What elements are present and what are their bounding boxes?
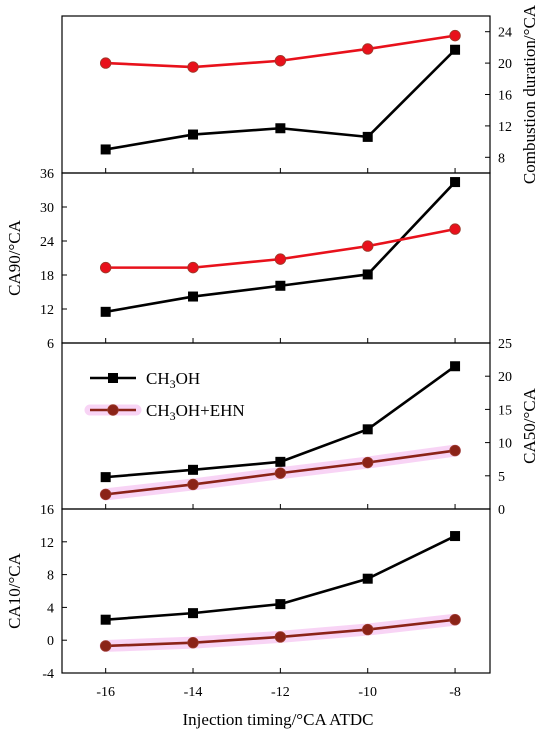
y-axis-title: CA50/°CA <box>520 387 539 463</box>
panel-ca50: 0 5 10 15 20 25 CA50/°CA <box>61 337 539 518</box>
data-point <box>450 44 461 55</box>
panel-ca90: 6 12 18 24 30 36 CA90/°CA <box>5 167 491 352</box>
y-tick-label: 0 <box>47 634 54 649</box>
x-axis-title: Injection timing/°CA ATDC <box>183 710 374 729</box>
data-point <box>187 261 199 274</box>
panel-combustion-duration: 8 12 16 20 24 Combustion duration/°CA <box>61 4 539 184</box>
data-point <box>187 61 199 73</box>
data-point <box>275 599 286 610</box>
y-tick-label: 10 <box>498 437 512 452</box>
y-tick-label: 12 <box>40 303 54 318</box>
data-point <box>275 456 286 467</box>
panel-frame <box>61 342 491 510</box>
panel-ca10: -4 0 4 8 12 16 CA10/°CA <box>5 503 491 682</box>
y-tick-label: 12 <box>498 120 512 135</box>
data-point <box>449 223 461 235</box>
x-tick-label: -10 <box>358 685 377 700</box>
y-tick-label: 12 <box>40 536 54 551</box>
y-tick-label: 20 <box>498 57 512 72</box>
x-tick-label: -14 <box>184 685 203 700</box>
x-tick-label: -16 <box>96 685 115 700</box>
plot-area: 8 12 16 20 24 Combustion duration/°CA 6 12 18 24 3… <box>5 4 539 700</box>
data-point <box>362 43 374 55</box>
y-axis-title: CA90/°CA <box>5 219 24 295</box>
legend-marker <box>107 404 119 416</box>
data-point <box>99 640 112 652</box>
y-tick-label: 8 <box>498 151 505 166</box>
data-point <box>449 444 461 457</box>
data-point <box>100 144 111 155</box>
data-point <box>188 129 199 140</box>
data-point <box>362 573 373 584</box>
y-tick-label: 8 <box>47 569 54 584</box>
data-point <box>450 361 461 372</box>
y-tick-label: 24 <box>40 235 54 250</box>
data-point <box>99 488 112 501</box>
data-point <box>99 261 112 274</box>
data-point <box>362 456 374 469</box>
x-tick-label: -12 <box>271 685 290 700</box>
data-point <box>362 131 373 142</box>
y-axis-title: Combustion duration/°CA <box>520 4 539 184</box>
y-tick-label: 16 <box>40 503 54 518</box>
panel-frame <box>61 508 491 674</box>
y-tick-label: 24 <box>498 26 512 41</box>
data-point <box>100 614 111 625</box>
data-point <box>274 253 287 265</box>
y-tick-label: 18 <box>40 269 54 284</box>
data-point <box>449 614 461 626</box>
data-point <box>188 464 199 475</box>
data-point <box>450 531 461 542</box>
legend-marker <box>108 373 118 383</box>
series-line <box>105 181 457 314</box>
data-point <box>99 57 112 69</box>
y-tick-label: 20 <box>498 370 512 385</box>
y-axis-title: CA10/°CA <box>5 552 24 628</box>
data-point <box>362 269 373 280</box>
data-point <box>274 631 287 643</box>
y-tick-label: 4 <box>47 601 54 616</box>
legend-label: CH3OH+EHN <box>146 401 245 423</box>
legend-label: CH3OH <box>146 369 200 391</box>
y-tick-label: 36 <box>40 167 54 182</box>
data-point <box>362 424 373 435</box>
y-tick-label: 30 <box>40 201 54 216</box>
data-point <box>450 177 461 188</box>
data-point <box>188 291 199 302</box>
y-tick-label: 6 <box>47 337 54 352</box>
data-point <box>362 240 374 252</box>
data-point <box>275 123 286 134</box>
data-point <box>187 636 199 649</box>
data-point <box>274 467 287 479</box>
y-tick-label: 16 <box>498 89 512 104</box>
x-tick-label: -8 <box>449 685 461 700</box>
legend: CH3OH CH3OH+EHN <box>84 369 245 423</box>
data-point <box>275 280 286 291</box>
data-point <box>188 608 199 619</box>
y-tick-label: -4 <box>42 667 54 682</box>
data-point <box>362 623 374 636</box>
y-tick-label: 15 <box>498 403 512 418</box>
y-tick-label: 25 <box>498 337 512 352</box>
data-point <box>449 29 461 42</box>
data-point <box>274 55 287 67</box>
data-point <box>100 472 111 483</box>
y-tick-label: 0 <box>498 503 505 518</box>
data-point <box>100 306 111 317</box>
y-tick-label: 5 <box>498 470 505 485</box>
data-point <box>187 478 199 491</box>
